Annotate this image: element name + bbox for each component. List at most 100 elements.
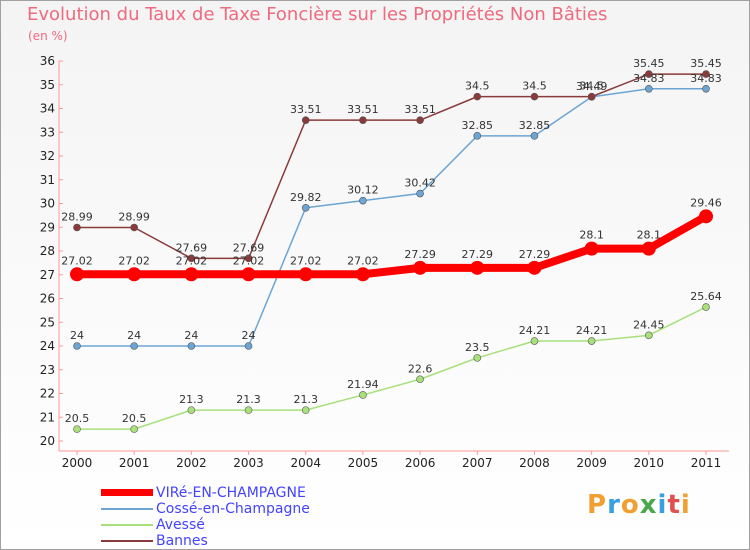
data-label: 28.1	[579, 229, 604, 242]
data-label: 24	[127, 329, 141, 342]
data-label: 20.5	[65, 412, 90, 425]
x-tick-label: 2011	[691, 456, 722, 470]
data-label: 34.49	[576, 80, 608, 93]
data-label: 27.29	[404, 248, 436, 261]
data-label: 33.51	[347, 103, 379, 116]
proxiti-logo: Proxiti	[587, 490, 691, 520]
x-tick-label: 2009	[576, 456, 607, 470]
data-point	[73, 223, 81, 232]
x-tick-label: 2003	[233, 456, 264, 470]
data-label: 27.02	[290, 254, 322, 267]
data-label: 32.85	[462, 119, 494, 132]
data-label: 32.85	[519, 119, 551, 132]
legend-swatch	[101, 508, 153, 510]
data-label: 21.3	[179, 393, 204, 406]
data-point	[241, 267, 256, 282]
legend-label: Bannes	[156, 533, 208, 549]
data-point	[359, 196, 367, 205]
series-line	[76, 88, 707, 347]
data-point	[473, 132, 482, 140]
x-tick-label: 2002	[176, 456, 207, 470]
y-tick-label: 34	[40, 102, 55, 116]
data-point	[413, 260, 428, 275]
data-label: 34.5	[522, 80, 547, 93]
data-label: 24.21	[576, 324, 608, 337]
data-label: 27.69	[233, 241, 265, 254]
data-point	[530, 337, 539, 345]
series-line	[73, 212, 710, 279]
data-label: 27.29	[519, 248, 551, 261]
data-label: 30.42	[404, 177, 436, 190]
data-label: 33.51	[290, 103, 322, 116]
data-point	[130, 342, 138, 350]
series-line	[76, 73, 707, 260]
data-label: 24	[242, 329, 256, 342]
data-label: 25.64	[690, 290, 722, 303]
legend-label: Cossé-en-Champagne	[156, 501, 310, 517]
x-tick-label: 2008	[519, 456, 550, 470]
y-tick-label: 28	[40, 244, 55, 258]
data-label: 28.99	[61, 210, 93, 223]
data-label: 27.02	[176, 254, 208, 267]
data-point	[416, 116, 424, 124]
data-point	[187, 342, 196, 350]
data-label: 34.5	[579, 80, 604, 93]
data-point	[130, 223, 138, 232]
y-tick-label: 26	[40, 292, 55, 306]
y-tick-label: 35	[40, 78, 55, 92]
data-point	[184, 267, 199, 282]
data-label: 24.45	[633, 318, 665, 331]
data-label: 27.29	[462, 248, 494, 261]
data-label: 33.51	[404, 103, 436, 116]
data-label: 24.21	[519, 324, 551, 337]
data-label: 22.6	[408, 362, 433, 375]
legend-swatch	[101, 489, 153, 496]
data-label: 29.46	[690, 196, 722, 209]
data-label: 35.45	[690, 57, 722, 70]
data-point	[244, 342, 253, 350]
data-point	[187, 254, 196, 263]
data-label: 34.83	[633, 72, 665, 85]
data-label: 27.69	[176, 241, 208, 254]
data-label: 34.83	[690, 72, 722, 85]
data-label: 35.45	[633, 57, 665, 70]
data-label: 28.1	[637, 229, 662, 242]
data-point	[645, 84, 653, 93]
data-label: 20.5	[122, 412, 147, 425]
data-point	[416, 375, 424, 384]
data-point	[355, 267, 370, 282]
y-tick-label: 29	[40, 220, 55, 234]
data-label: 27.02	[118, 254, 150, 267]
y-tick-label: 24	[40, 339, 55, 353]
data-point	[359, 391, 367, 399]
data-point	[699, 209, 713, 224]
y-tick-label: 22	[40, 387, 55, 401]
y-tick-label: 21	[40, 410, 55, 424]
y-unit-label: (en %)	[28, 29, 68, 43]
data-point	[301, 406, 310, 414]
legend-label: VIRé-EN-CHAMPAGNE	[156, 485, 306, 501]
y-tick-label: 33	[40, 125, 55, 139]
data-point	[359, 116, 367, 124]
data-label: 27.02	[233, 254, 265, 267]
data-label: 34.5	[465, 80, 490, 93]
chart-title: Evolution du Taux de Taxe Foncière sur l…	[27, 4, 608, 25]
data-point	[645, 70, 653, 78]
data-point	[645, 331, 653, 340]
data-point	[473, 92, 482, 101]
data-label: 21.3	[236, 393, 261, 406]
x-tick-label: 2004	[290, 456, 321, 470]
data-point	[73, 342, 81, 350]
data-point	[244, 254, 253, 263]
data-label: 23.5	[465, 341, 490, 354]
data-point	[527, 260, 542, 275]
x-tick-label: 2010	[634, 456, 665, 470]
legend-swatch	[101, 524, 153, 526]
y-tick-label: 31	[40, 173, 55, 187]
data-point	[187, 406, 196, 414]
data-point	[473, 354, 482, 362]
data-label: 28.99	[118, 210, 150, 223]
data-point	[301, 203, 310, 212]
series-line	[76, 306, 707, 430]
